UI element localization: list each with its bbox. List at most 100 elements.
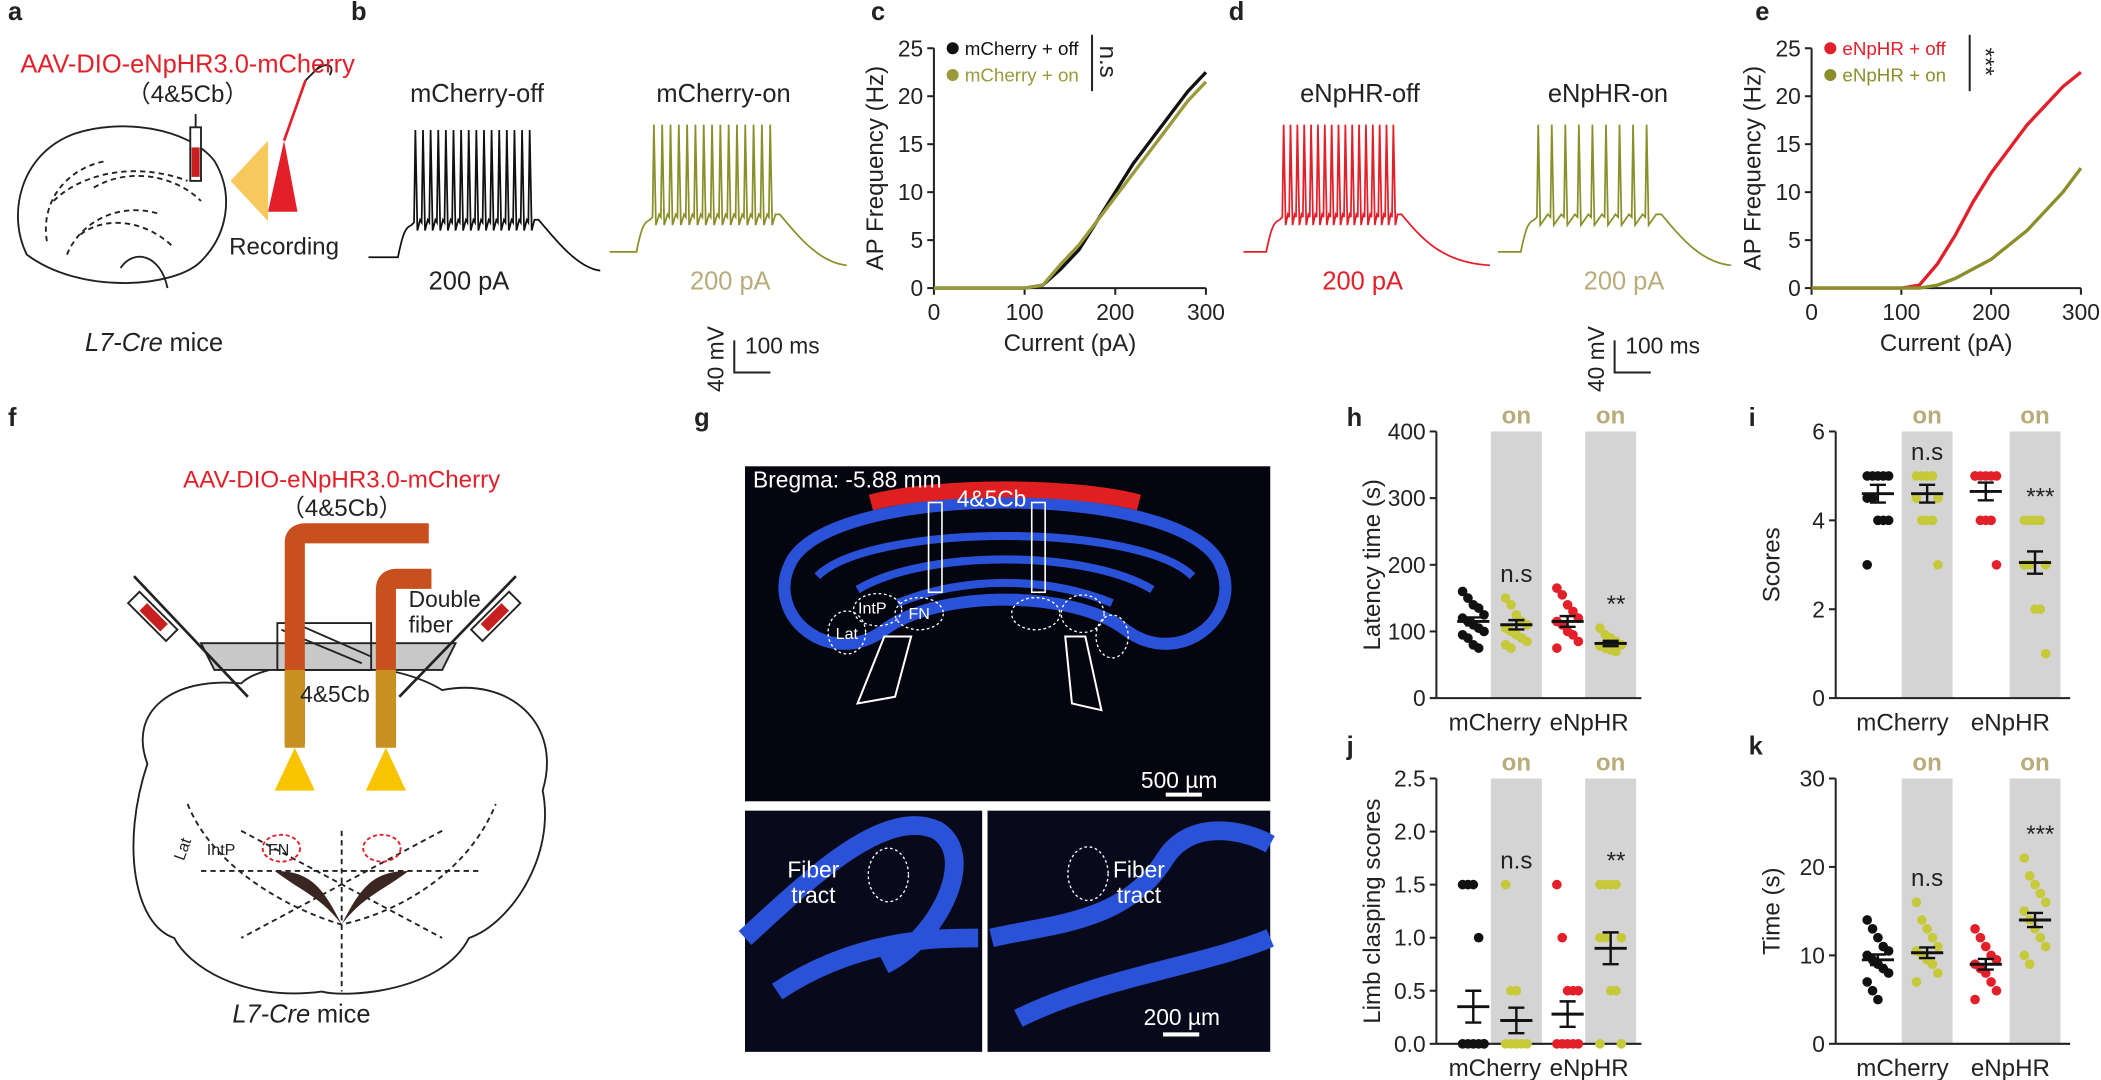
x-tick-label: 300 [2062,299,2100,325]
voltage-trace [609,124,847,267]
data-point [2040,897,2051,908]
panel-label: c [871,0,885,26]
data-point [1479,626,1489,637]
y-tick-label: 5 [1788,227,1801,253]
data-point [1862,977,1873,987]
data-point [1473,932,1484,943]
y-tick-label: 10 [1800,942,1825,968]
mouse-line: L7-Cre [85,329,163,357]
legend-label: mCherry + on [965,65,1079,86]
data-point [2035,932,2046,943]
on-label: on [1502,402,1531,429]
nucleus-label: Lat [836,625,859,643]
data-point [1862,915,1873,925]
y-tick-label: 0 [1413,685,1426,711]
data-point [1506,643,1516,653]
significance-label: ** [1607,591,1626,618]
data-point [1552,879,1562,890]
panel-g-image [738,466,1275,1052]
scale-bar [1613,340,1651,374]
y-tick-label: 0.5 [1394,978,1426,1004]
on-band [1585,778,1637,1044]
data-point [1883,471,1894,481]
legend-marker [946,69,959,82]
region-label: （4&5Cb） [127,81,249,108]
data-point [1511,985,1522,996]
y-tick-label: 100 [1388,618,1426,644]
mouse-label: L7-Cre mice [232,1000,370,1028]
legend-label: eNpHR + on [1842,65,1946,86]
data-point [1991,559,2002,570]
data-point [2035,888,2046,899]
mouse-suffix: mice [317,1000,371,1028]
trace-title: eNpHR-off [1300,80,1421,108]
voltage-trace [368,129,601,272]
data-point [1927,959,1938,970]
data-point [1970,924,1980,934]
x-tick-label: 100 [1006,299,1044,325]
data-point [1933,559,1943,570]
on-band [1585,431,1637,699]
mouse-label: L7-Cre mice [85,329,223,357]
voltage-scale: 40 mV [1583,325,1609,392]
data-point [1500,879,1511,890]
data-point [1862,559,1873,570]
data-point [1927,471,1938,481]
x-tick-label: mCherry [1449,1055,1541,1080]
significance-label: *** [1972,48,1999,76]
data-point [1975,932,1986,943]
y-tick-label: 1.0 [1394,925,1426,951]
data-point [1883,515,1894,526]
on-band [2009,778,2061,1044]
legend-marker [946,42,959,55]
data-point [1552,643,1562,653]
data-point [1463,593,1473,603]
legend-label: mCherry + off [965,38,1080,59]
panel-label: k [1749,732,1764,760]
data-point [1911,493,1922,503]
panel-label: f [8,404,17,432]
trace-title: mCherry-on [656,80,790,108]
y-tick-label: 0 [1812,685,1825,711]
tract-label: tract [1117,882,1162,908]
data-point [2035,604,2046,615]
data-point [1986,977,1996,987]
data-point [1573,636,1584,647]
y-tick-label: 2.5 [1394,766,1426,792]
x-tick-label: eNpHR [1971,709,2050,736]
data-point [1916,915,1927,925]
y-tick-label: 200 [1388,552,1426,578]
nucleus-label: Lat [171,835,196,863]
data-point [1873,932,1883,943]
data-point [1595,623,1605,633]
tract-label: tract [791,882,836,908]
data-point [1506,599,1516,610]
data-point [1911,897,1922,908]
x-axis-label: Current (pA) [1004,330,1137,357]
data-point [1611,985,1621,996]
significance-label: ** [1607,848,1626,875]
lobule-label: 4&5Cb [957,486,1027,512]
y-tick-label: 20 [898,83,923,109]
data-point [1568,606,1578,617]
on-label: on [1596,749,1625,776]
panel-label: b [351,0,367,26]
legend-marker [1824,42,1837,55]
legend-marker [1824,69,1837,82]
data-point [1867,493,1878,503]
data-point [1473,643,1484,653]
stimulus-label: 200 pA [429,267,510,295]
data-point [1479,1038,1489,1049]
x-tick-label: 100 [1882,299,1920,325]
y-axis-label: Time (s) [1758,867,1785,955]
time-scale: 100 ms [745,333,820,359]
y-tick-label: 2 [1812,596,1825,622]
data-point [1522,1038,1532,1049]
data-point [2040,941,2051,952]
y-axis-label: Latency time (s) [1359,479,1386,650]
data-point [2035,515,2046,526]
mouse-suffix: mice [169,329,223,357]
y-tick-label: 0 [1788,275,1801,301]
data-point [1867,985,1878,996]
data-point [2019,906,2030,916]
